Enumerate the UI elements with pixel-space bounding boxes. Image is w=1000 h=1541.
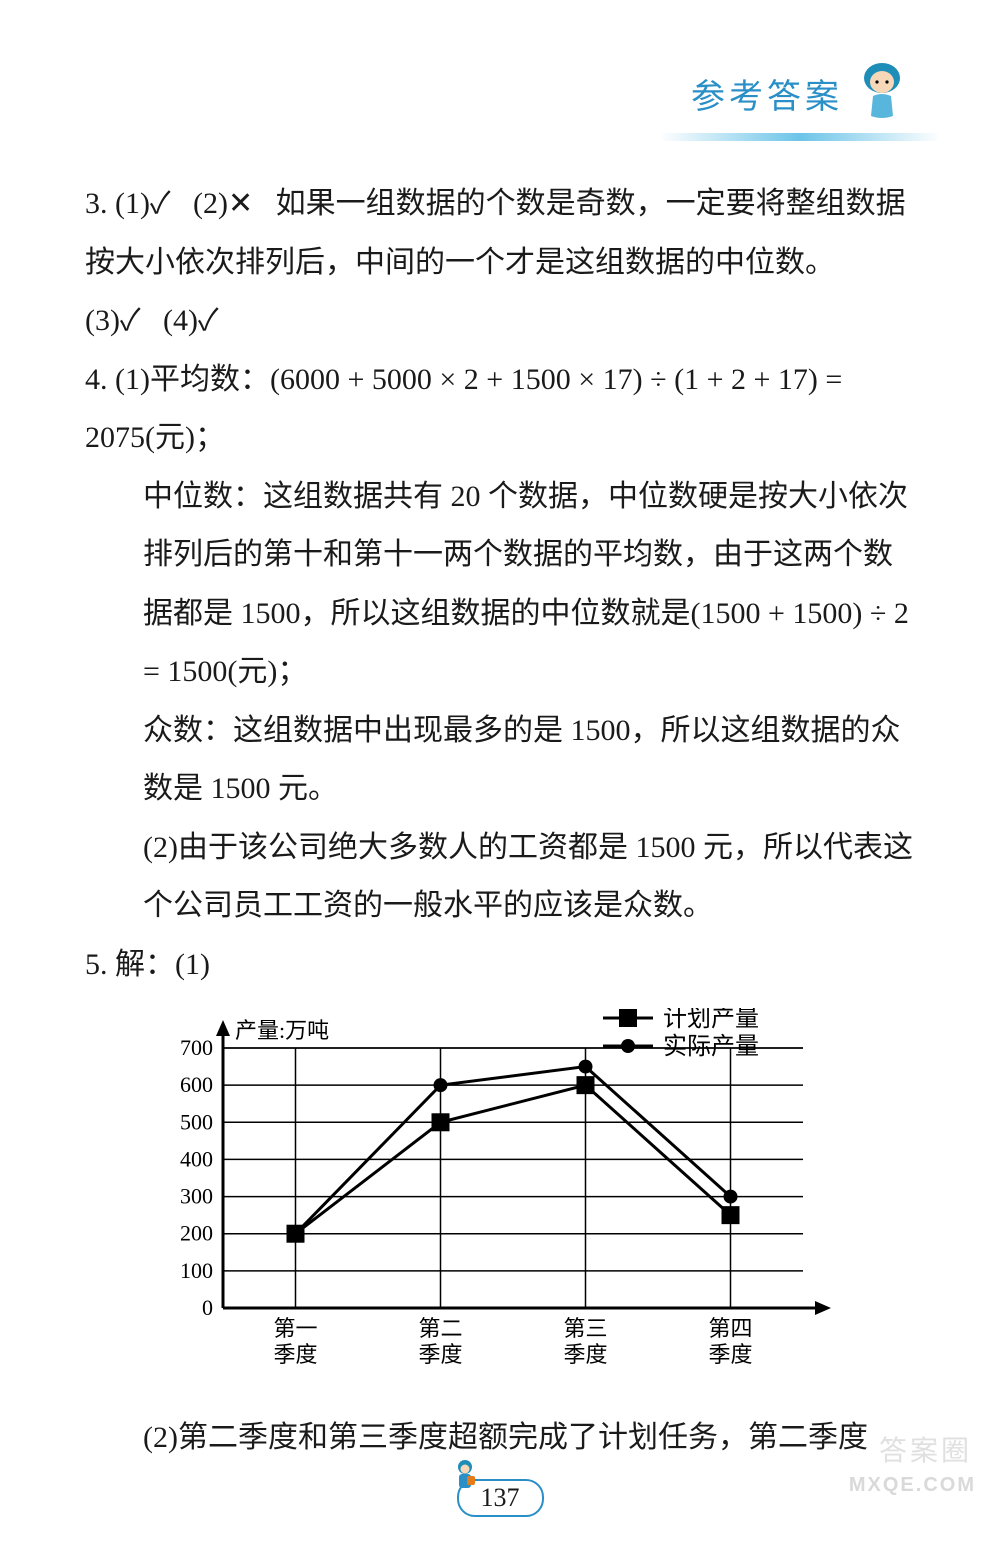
watermark-en: MXQE.COM bbox=[849, 1474, 976, 1497]
answer-content: 3. (1)✓ (2)✕ 如果一组数据的个数是奇数，一定要将整组数据按大小依次排… bbox=[85, 175, 915, 1467]
svg-text:0: 0 bbox=[202, 1295, 213, 1320]
footer-mascot-icon bbox=[447, 1457, 483, 1498]
q3-label: 3. bbox=[85, 175, 108, 234]
header-title: 参考答案 bbox=[691, 69, 843, 118]
q5-pre: 解：(1) bbox=[115, 948, 210, 981]
svg-text:100: 100 bbox=[180, 1258, 213, 1283]
q3-part4: (4)✓ bbox=[163, 304, 218, 337]
q5-post: (2)第二季度和第三季度超额完成了计划任务，第二季度 bbox=[85, 1409, 915, 1468]
production-chart: 0100200300400500600700产量:万吨第一季度第二季度第三季度第… bbox=[143, 1008, 863, 1409]
watermark-cn: 答案圈 bbox=[879, 1429, 972, 1469]
svg-text:第三: 第三 bbox=[563, 1316, 607, 1341]
svg-text:季度: 季度 bbox=[273, 1342, 317, 1367]
q4-p4: (2)由于该公司绝大多数人的工资都是 1500 元，所以代表这个公司员工工资的一… bbox=[85, 819, 915, 936]
q3-part3: (3)✓ bbox=[85, 304, 140, 337]
q5-label: 5. bbox=[85, 936, 108, 995]
svg-text:季度: 季度 bbox=[418, 1342, 462, 1367]
svg-text:500: 500 bbox=[180, 1109, 213, 1134]
q4-label: 4. bbox=[85, 351, 108, 410]
q4-p1: (1)平均数：(6000 + 5000 × 2 + 1500 × 17) ÷ (… bbox=[85, 363, 842, 455]
svg-text:实际产量: 实际产量 bbox=[663, 1033, 759, 1060]
answer-q3: 3. (1)✓ (2)✕ 如果一组数据的个数是奇数，一定要将整组数据按大小依次排… bbox=[85, 175, 915, 351]
header-underline bbox=[660, 133, 940, 141]
svg-text:第二: 第二 bbox=[418, 1316, 462, 1341]
q3-part1: (1)✓ bbox=[115, 187, 170, 220]
svg-text:300: 300 bbox=[180, 1184, 213, 1209]
svg-text:计划产量: 计划产量 bbox=[663, 1008, 759, 1032]
q4-p3: 众数：这组数据中出现最多的是 1500，所以这组数据的众数是 1500 元。 bbox=[85, 702, 915, 819]
mascot-icon bbox=[855, 60, 909, 127]
q3-part2-label: (2)✕ bbox=[193, 187, 253, 220]
page-header: 参考答案 bbox=[660, 60, 940, 141]
svg-text:400: 400 bbox=[180, 1146, 213, 1171]
answer-q4: 4. (1)平均数：(6000 + 5000 × 2 + 1500 × 17) … bbox=[85, 351, 915, 468]
q4-p2: 中位数：这组数据共有 20 个数据，中位数硬是按大小依次排列后的第十和第十一两个… bbox=[85, 468, 915, 702]
svg-text:季度: 季度 bbox=[563, 1342, 607, 1367]
svg-text:产量:万吨: 产量:万吨 bbox=[235, 1018, 329, 1043]
answer-q5: 5. 解：(1) bbox=[85, 936, 915, 995]
svg-text:200: 200 bbox=[180, 1221, 213, 1246]
svg-text:第四: 第四 bbox=[708, 1316, 752, 1341]
svg-text:600: 600 bbox=[180, 1072, 213, 1097]
svg-text:季度: 季度 bbox=[708, 1342, 752, 1367]
svg-text:700: 700 bbox=[180, 1035, 213, 1060]
svg-text:第一: 第一 bbox=[273, 1316, 317, 1341]
